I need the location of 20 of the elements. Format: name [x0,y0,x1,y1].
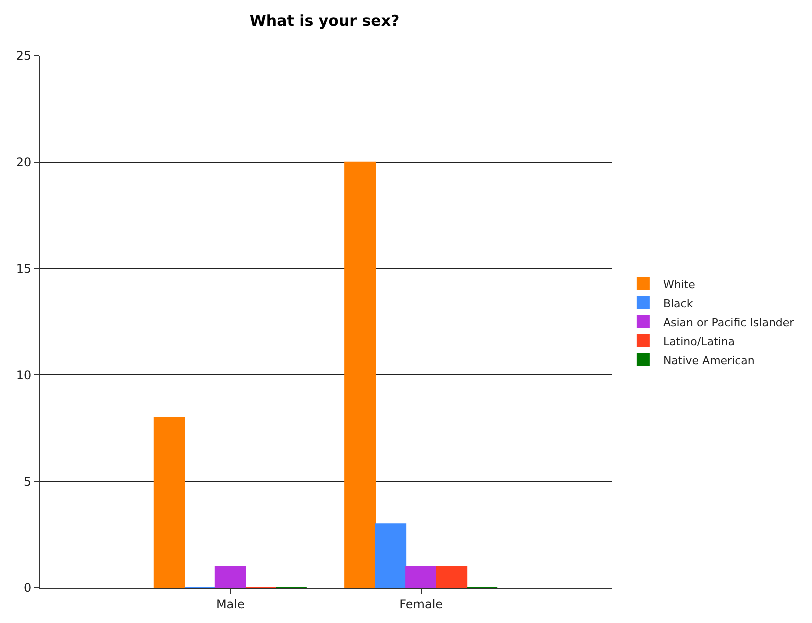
x-tick-label: Male [216,597,245,612]
legend-label: Latino/Latina [663,335,736,348]
bar [154,417,186,588]
bar [436,566,468,588]
x-tick-label: Female [400,597,444,612]
y-tick-label: 0 [24,581,32,596]
y-tick-label: 25 [16,49,32,64]
y-tick-label: 20 [16,156,32,170]
y-tick-label: 10 [16,368,32,382]
bar [214,566,246,588]
legend-label: Asian or Pacific Islander [663,316,795,330]
y-tick-label: 15 [16,262,32,276]
bar [406,566,438,588]
legend-label: White [663,278,696,292]
chart-title: What is your sex? [250,12,400,30]
legend-label: Native American [663,354,755,368]
bar [375,524,407,588]
legend-label: Black [663,297,694,310]
y-tick-label: 5 [24,474,32,489]
bar [344,162,376,588]
